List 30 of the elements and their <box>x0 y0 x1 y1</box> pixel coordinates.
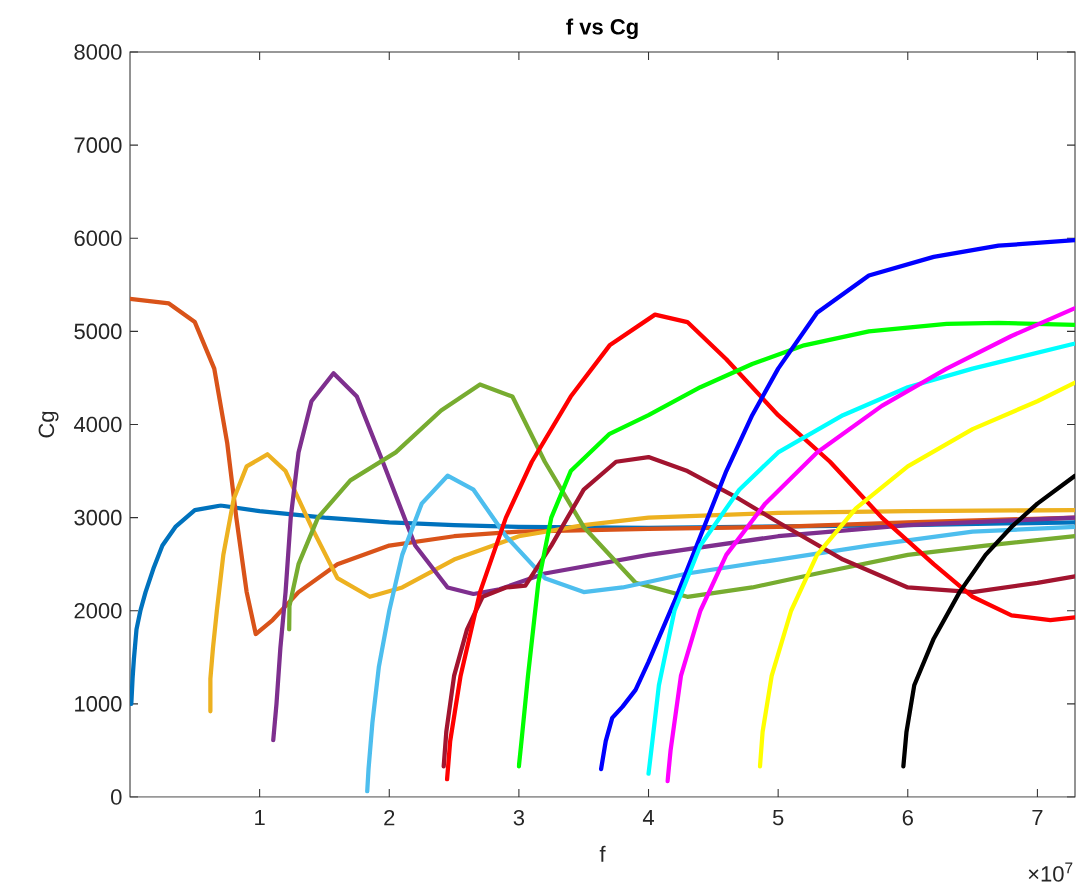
y-tick-label: 2000 <box>74 602 122 619</box>
x-tick-label: 5 <box>772 809 784 826</box>
x-tick-label: 4 <box>642 809 654 826</box>
y-tick-label: 7000 <box>74 137 122 153</box>
y-tick-label: 6000 <box>74 230 122 247</box>
y-tick-label: 0 <box>111 789 122 805</box>
y-tick-label: 1000 <box>75 696 122 712</box>
line-series <box>365 473 1076 794</box>
x-tick-label: 3 <box>513 809 525 826</box>
x-tick-label: 2 <box>384 809 395 826</box>
line-series <box>444 312 1076 782</box>
line-series <box>271 371 1076 743</box>
line-series <box>598 237 1076 772</box>
x-tick-label: 1 <box>255 809 265 826</box>
line-series <box>441 454 1076 769</box>
x-tick-label: 6 <box>902 809 913 826</box>
line-series <box>757 380 1076 769</box>
line-series <box>901 473 1076 769</box>
line-series <box>287 382 1076 632</box>
x-tick-label: 7 <box>1032 809 1043 826</box>
line-series <box>208 452 1076 714</box>
x-axis-title: f <box>599 845 606 862</box>
chart-title: f vs Cg <box>566 18 638 40</box>
text: ×10$^{7}$ <box>1028 862 1073 882</box>
line-series <box>516 320 1076 769</box>
y-tick-label: 3000 <box>74 509 122 526</box>
y-tick-label: 5000 <box>74 323 122 340</box>
y-tick-label: 8000 <box>74 44 122 60</box>
y-tick-label: 4000 <box>73 416 122 433</box>
y-axis-title: Cg <box>38 411 59 438</box>
